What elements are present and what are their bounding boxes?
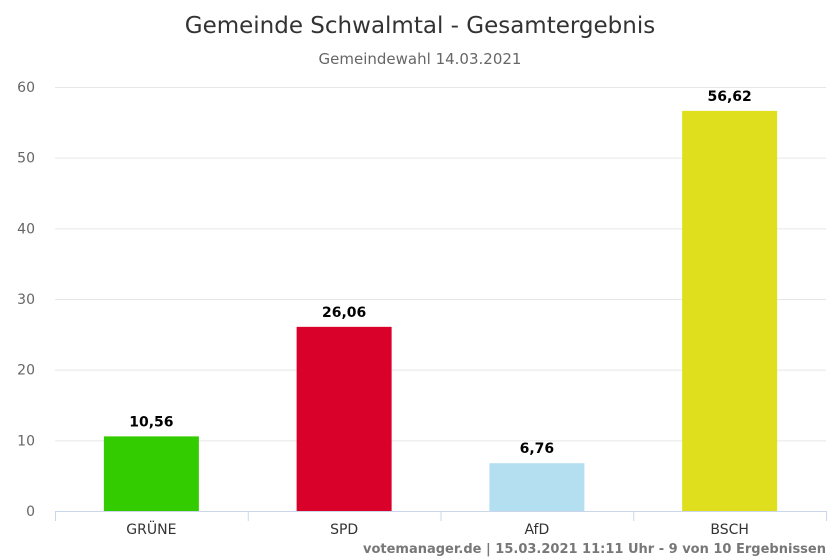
x-tick-label: BSCH bbox=[710, 522, 749, 538]
bar bbox=[682, 110, 778, 512]
y-axis-ticks: 0 10 20 30 40 50 60 bbox=[17, 80, 35, 520]
data-label: 56,62 bbox=[707, 89, 751, 105]
chart-title: Gemeinde Schwalmtal - Gesamtergebnis bbox=[185, 13, 655, 39]
bar bbox=[103, 436, 199, 511]
bar bbox=[296, 326, 392, 511]
data-label: 6,76 bbox=[520, 441, 555, 457]
bar bbox=[489, 463, 585, 511]
x-tick-label: SPD bbox=[330, 522, 358, 538]
y-tick-label: 40 bbox=[17, 221, 35, 237]
y-tick-label: 10 bbox=[17, 433, 35, 449]
x-tick-label: GRÜNE bbox=[126, 520, 176, 538]
x-tick-label: AfD bbox=[524, 522, 549, 538]
x-axis: GRÜNE SPD AfD BSCH bbox=[55, 511, 827, 538]
y-tick-label: 50 bbox=[17, 151, 35, 167]
y-tick-label: 0 bbox=[26, 504, 35, 520]
data-labels: 10,56 26,06 6,76 56,62 bbox=[129, 89, 752, 457]
y-tick-label: 20 bbox=[17, 363, 35, 379]
chart-subtitle: Gemeindewahl 14.03.2021 bbox=[319, 50, 522, 68]
data-label: 26,06 bbox=[322, 305, 366, 321]
bars bbox=[103, 110, 778, 512]
y-tick-label: 30 bbox=[17, 292, 35, 308]
y-tick-label: 60 bbox=[17, 80, 35, 96]
data-label: 10,56 bbox=[129, 414, 173, 430]
credits-text: votemanager.de | 15.03.2021 11:11 Uhr - … bbox=[363, 542, 826, 557]
